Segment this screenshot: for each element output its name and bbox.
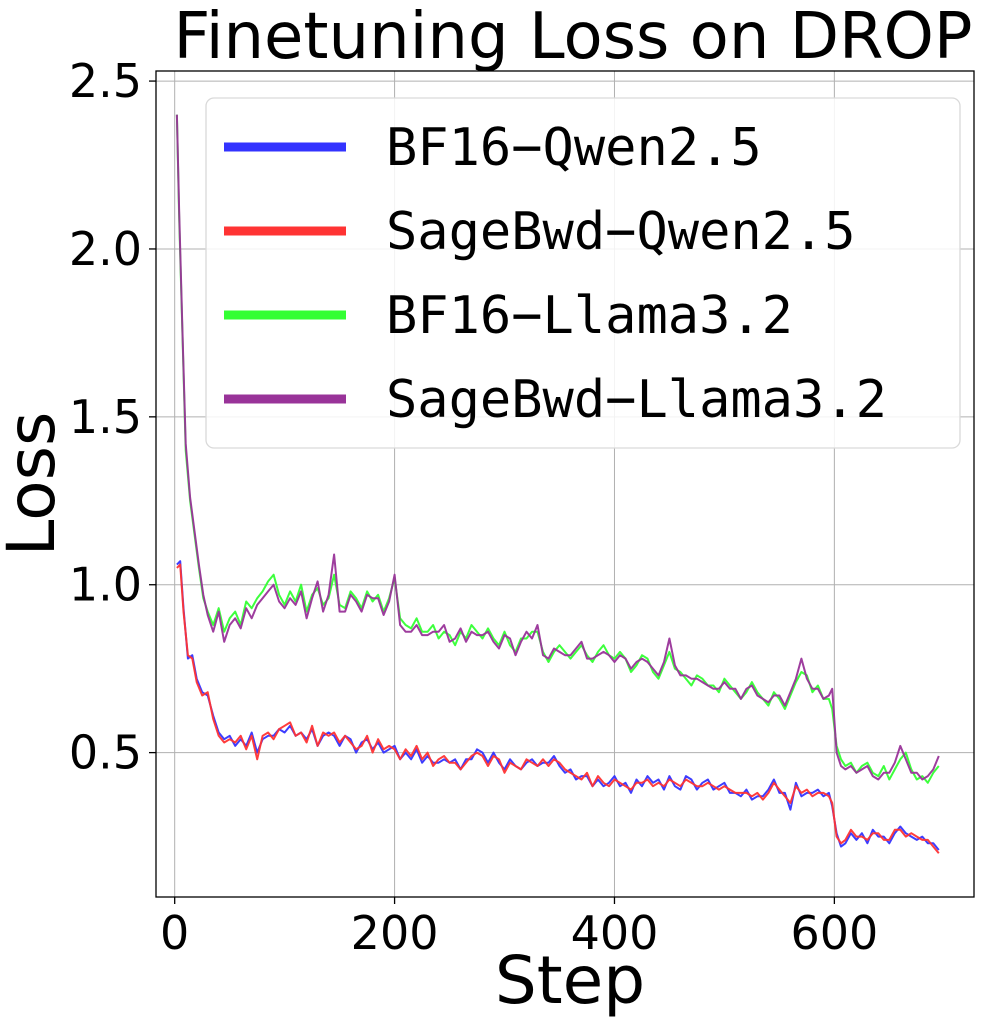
- y-tick-label: 1.0: [69, 558, 142, 612]
- y-axis-ticks: 0.5 1.0 1.5 2.0 2.5: [69, 54, 156, 780]
- x-tick-label: 0: [160, 906, 189, 960]
- series-line-3: [175, 114, 940, 781]
- series-line-2: [175, 114, 940, 784]
- legend-label-3: SageBwd−Llama3.2: [386, 370, 887, 430]
- legend-label-0: BF16−Qwen2.5: [386, 118, 762, 178]
- legend-frame: [205, 97, 961, 449]
- y-axis-label: Loss: [0, 412, 70, 557]
- y-tick-label: 1.5: [69, 390, 142, 444]
- plot-frame: [155, 70, 975, 898]
- x-tick-label: 600: [790, 906, 878, 960]
- series-line-0: [176, 560, 940, 851]
- legend: BF16−Qwen2.5 SageBwd−Qwen2.5 BF16−Llama3.2…: [205, 97, 961, 449]
- x-axis-ticks: 0 200 400 600: [160, 897, 878, 960]
- x-tick-label: 400: [571, 906, 659, 960]
- x-axis-label: Step: [495, 942, 645, 1019]
- legend-label-2: BF16−Llama3.2: [386, 286, 793, 346]
- y-tick-label: 0.5: [69, 726, 142, 780]
- y-tick-label: 2.0: [69, 222, 142, 276]
- x-tick-label: 200: [351, 906, 439, 960]
- legend-label-1: SageBwd−Qwen2.5: [386, 202, 856, 262]
- series-line-1: [176, 563, 940, 854]
- y-tick-label: 2.5: [69, 54, 142, 108]
- series-lines: [175, 114, 940, 854]
- chart-title: Finetuning Loss on DROP: [174, 0, 973, 74]
